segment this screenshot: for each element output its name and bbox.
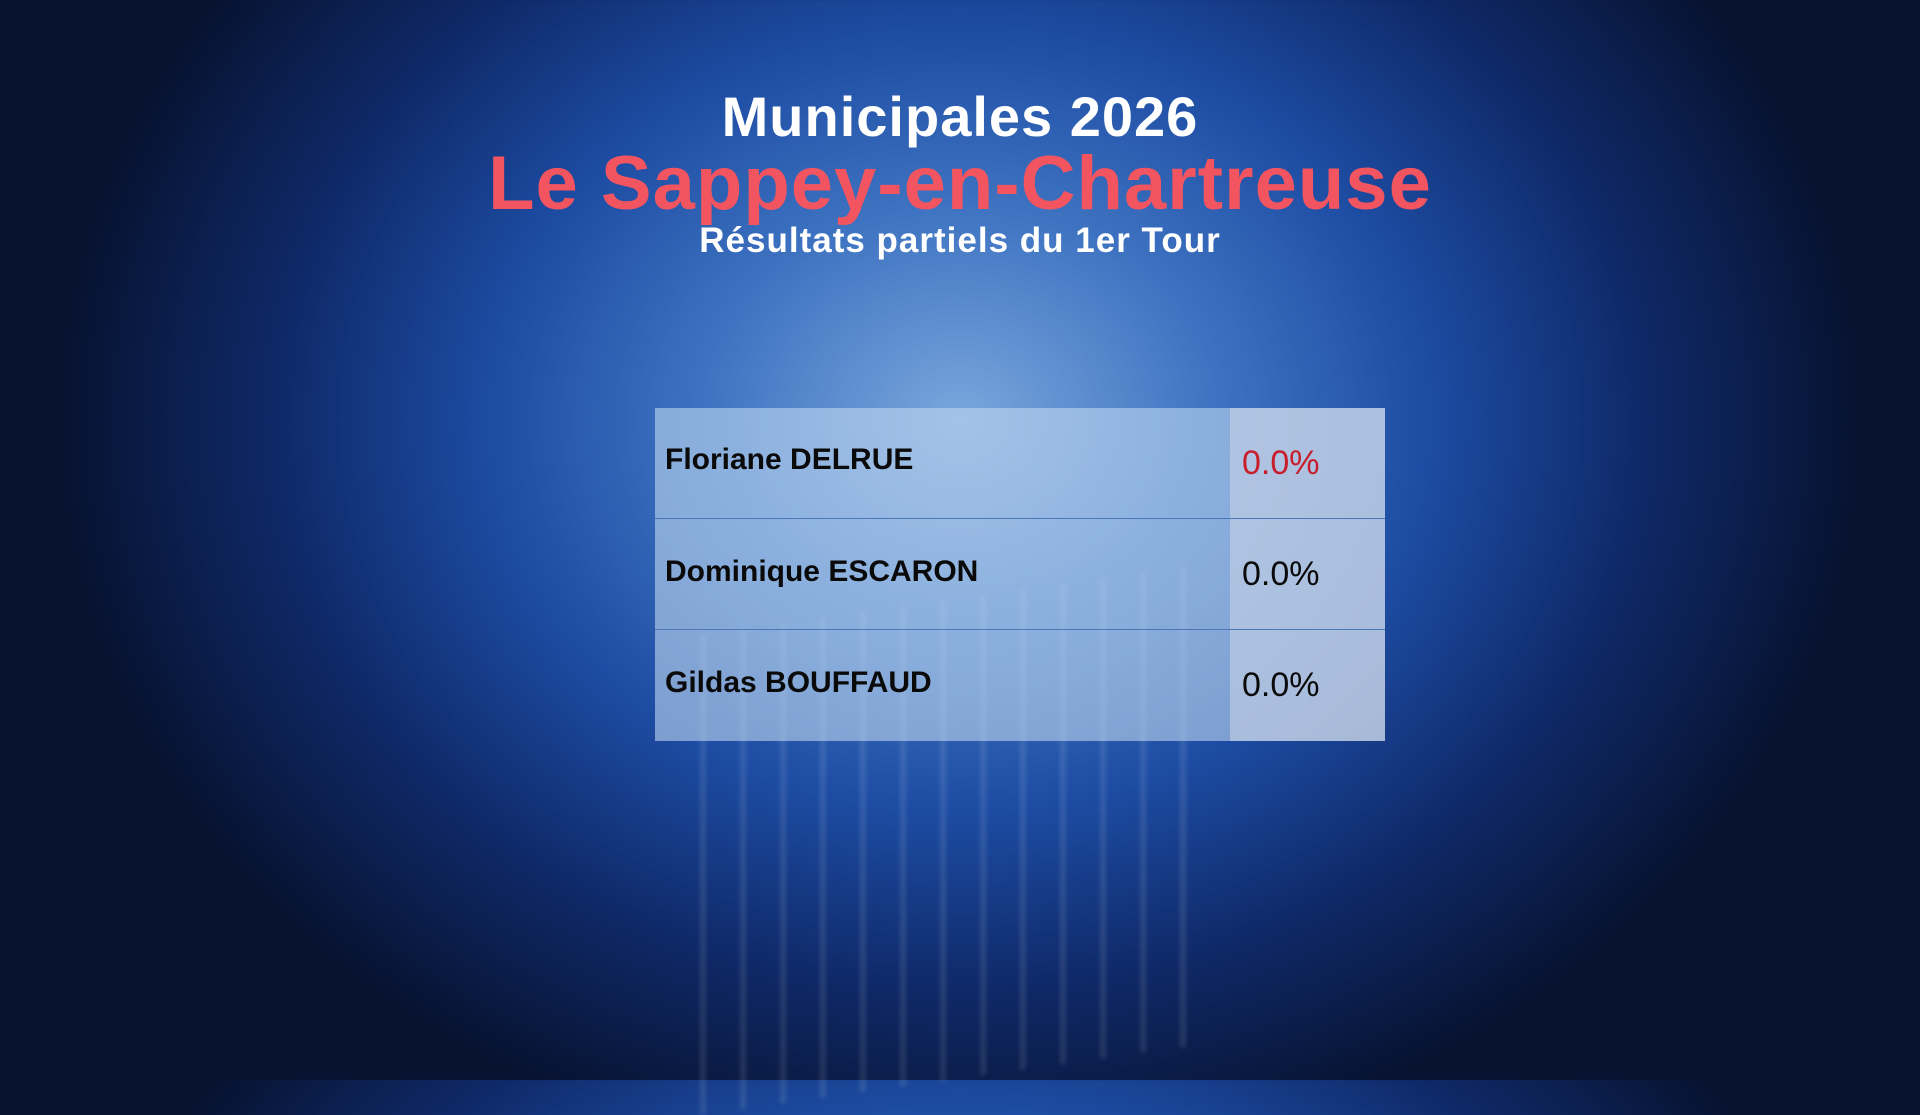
table-row: Floriane DELRUE 0.0% (655, 408, 1385, 518)
candidate-name: Gildas BOUFFAUD (655, 630, 1230, 741)
results-table: Floriane DELRUE 0.0% Dominique ESCARON 0… (655, 408, 1385, 741)
results-subtitle: Résultats partiels du 1er Tour (699, 221, 1221, 260)
table-row: Gildas BOUFFAUD 0.0% (655, 629, 1385, 741)
election-title: Municipales 2026 (721, 85, 1199, 148)
candidate-name: Floriane DELRUE (655, 408, 1230, 518)
candidate-name: Dominique ESCARON (655, 519, 1230, 630)
candidate-percent: 0.0% (1230, 519, 1385, 630)
table-row: Dominique ESCARON 0.0% (655, 518, 1385, 630)
candidate-percent: 0.0% (1230, 408, 1385, 518)
candidate-percent: 0.0% (1230, 630, 1385, 741)
commune-name: Le Sappey-en-Chartreuse (488, 141, 1432, 226)
